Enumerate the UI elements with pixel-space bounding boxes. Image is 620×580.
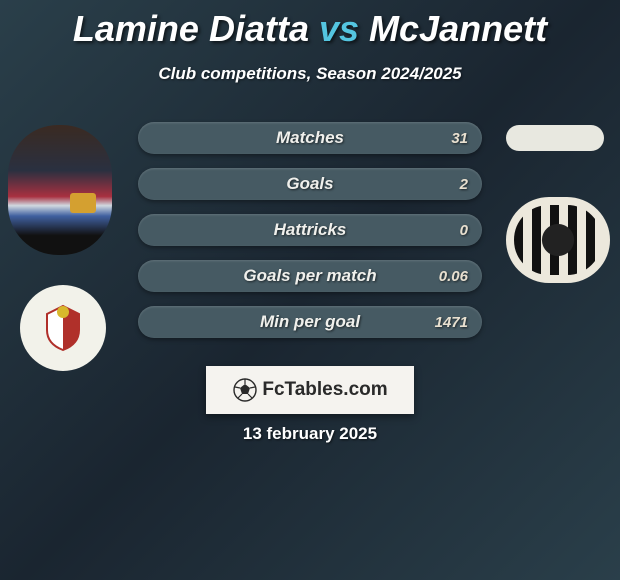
title-player-right: McJannett — [369, 8, 547, 49]
soccer-ball-icon — [232, 377, 258, 403]
stat-label: Min per goal — [260, 312, 360, 332]
stat-row: Goals 2 — [138, 168, 482, 200]
stat-right-value: 0 — [460, 222, 468, 239]
title-player-left: Lamine Diatta — [73, 8, 309, 49]
stat-right-value: 0.06 — [439, 268, 468, 285]
brand-box[interactable]: FcTables.com — [206, 366, 414, 414]
stat-label: Matches — [276, 128, 344, 148]
stat-right-value: 1471 — [435, 314, 468, 331]
club-badge-left — [20, 285, 106, 371]
stat-row: Hattricks 0 — [138, 214, 482, 246]
left-avatars — [8, 125, 112, 371]
stat-right-value: 2 — [460, 176, 468, 193]
comparison-title: Lamine Diatta vs McJannett — [0, 0, 620, 50]
stat-label: Hattricks — [274, 220, 347, 240]
title-vs: vs — [319, 8, 359, 49]
stats-list: Matches 31 Goals 2 Hattricks 0 Goals per… — [138, 122, 482, 352]
stat-label: Goals per match — [243, 266, 376, 286]
brand-text: FcTables.com — [262, 379, 387, 401]
footer-date: 13 february 2025 — [0, 424, 620, 444]
stat-row: Min per goal 1471 — [138, 306, 482, 338]
stat-row: Matches 31 — [138, 122, 482, 154]
right-avatars — [506, 125, 610, 283]
club-badge-right — [506, 197, 610, 283]
player-photo-right — [506, 125, 604, 151]
player-photo-left — [8, 125, 112, 255]
stat-label: Goals — [286, 174, 333, 194]
stat-row: Goals per match 0.06 — [138, 260, 482, 292]
stat-right-value: 31 — [451, 130, 468, 147]
subtitle: Club competitions, Season 2024/2025 — [0, 64, 620, 84]
shield-icon — [43, 304, 83, 352]
